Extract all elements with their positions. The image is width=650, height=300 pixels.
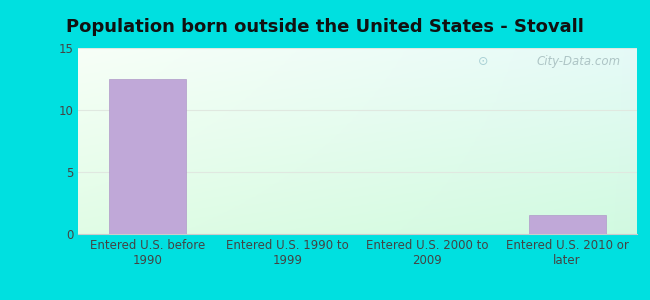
Text: Population born outside the United States - Stovall: Population born outside the United State… [66,18,584,36]
Text: ⊙: ⊙ [478,56,489,68]
Text: City-Data.com: City-Data.com [536,56,620,68]
Bar [528,215,606,234]
Bar [109,79,187,234]
